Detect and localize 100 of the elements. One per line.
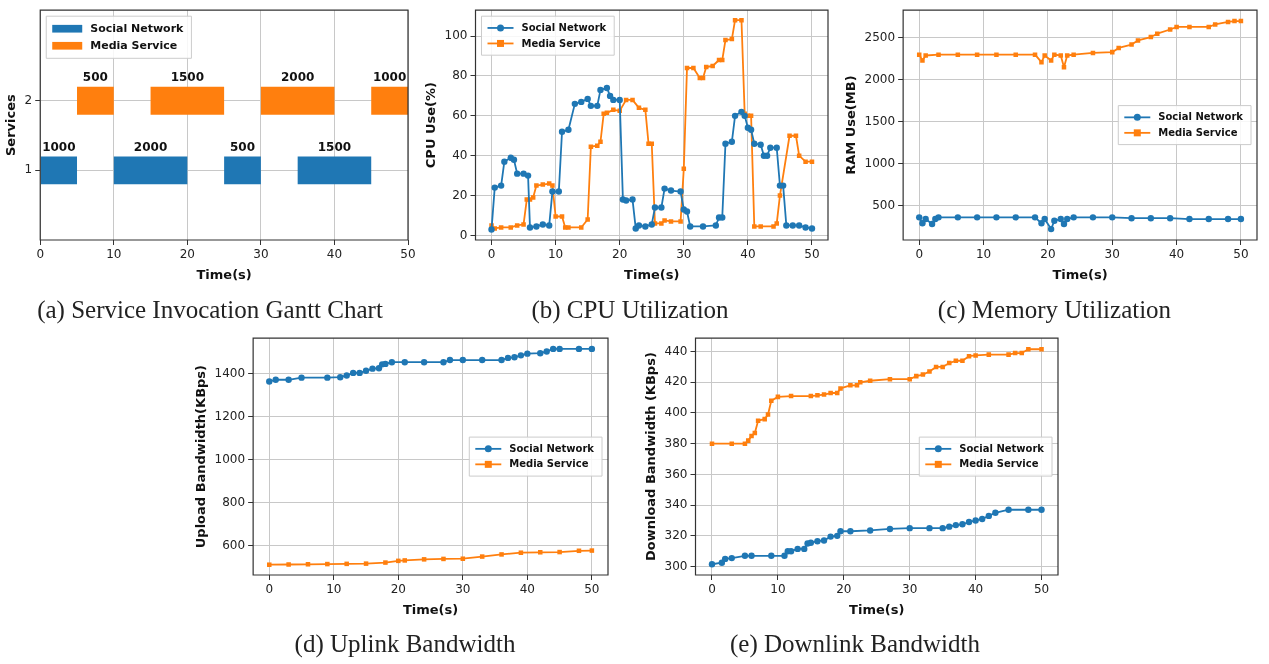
point xyxy=(1006,352,1011,357)
annotation: 1000 xyxy=(372,69,407,84)
point xyxy=(858,380,863,385)
point xyxy=(499,552,504,557)
point xyxy=(537,550,543,555)
annotation: 500 xyxy=(82,69,108,84)
point xyxy=(479,554,485,559)
legend-label: Media Service xyxy=(959,458,1039,470)
x-tick-label: 50 xyxy=(1033,582,1050,597)
point xyxy=(946,523,953,530)
point xyxy=(939,524,946,532)
x-tick-label: 50 xyxy=(400,247,416,262)
x-tick-label: 50 xyxy=(1233,247,1249,262)
point xyxy=(936,52,941,57)
point xyxy=(801,545,808,553)
point xyxy=(1166,214,1174,222)
point xyxy=(814,538,821,545)
point xyxy=(1064,215,1071,223)
point xyxy=(1057,215,1064,223)
point xyxy=(955,52,961,57)
point xyxy=(946,360,952,366)
x-tick-label: 10 xyxy=(106,247,122,262)
point xyxy=(1155,31,1160,36)
point xyxy=(886,525,894,533)
point xyxy=(815,393,820,398)
point xyxy=(1128,214,1135,222)
x-tick-label: 20 xyxy=(1040,247,1056,262)
point xyxy=(769,398,774,403)
x-tick-label: 0 xyxy=(915,247,924,262)
y-tick-label: 2000 xyxy=(864,71,896,86)
point xyxy=(940,364,945,370)
point xyxy=(965,518,973,526)
point xyxy=(828,390,833,396)
y-axis-title: RAM Use(MB) xyxy=(843,75,859,175)
legend-label: Social Network xyxy=(1158,111,1244,123)
x-tick-label: 10 xyxy=(326,582,342,597)
y-tick-label: 20 xyxy=(452,187,468,202)
point xyxy=(834,532,841,540)
point xyxy=(906,524,913,532)
point xyxy=(1205,215,1212,223)
point xyxy=(920,372,926,377)
x-tick-label: 30 xyxy=(253,247,269,262)
point xyxy=(511,354,518,361)
legend-label: Social Network xyxy=(90,22,185,36)
point xyxy=(396,558,401,564)
point xyxy=(973,214,981,221)
point xyxy=(974,52,980,57)
point xyxy=(827,533,834,540)
point xyxy=(916,214,923,221)
point xyxy=(952,521,960,529)
point xyxy=(402,558,408,563)
y-axis-title: Upload Bandwidth(KBps) xyxy=(193,364,209,549)
point xyxy=(926,524,933,532)
point xyxy=(272,376,279,383)
point xyxy=(1129,42,1134,47)
point xyxy=(762,416,767,422)
x-tick-label: 40 xyxy=(740,247,756,262)
point xyxy=(286,562,291,567)
x-tick-label: 30 xyxy=(902,582,918,597)
point xyxy=(1060,220,1068,228)
x-tick-label: 0 xyxy=(487,247,496,262)
y-tick-label: 340 xyxy=(664,497,688,512)
point xyxy=(1058,53,1064,58)
x-tick-label: 10 xyxy=(770,582,786,597)
point xyxy=(1071,52,1076,57)
point xyxy=(992,509,999,517)
y-tick-label: 2500 xyxy=(864,30,896,44)
point xyxy=(837,528,844,535)
text: (e) Downlink Bandwidth xyxy=(729,630,981,658)
point xyxy=(954,214,962,221)
point xyxy=(460,556,466,561)
x-tick-label: 40 xyxy=(326,247,343,262)
point xyxy=(708,561,716,568)
point xyxy=(549,345,557,353)
point xyxy=(1212,22,1218,27)
y-tick-label: 2 xyxy=(24,92,33,107)
y-tick-label: 380 xyxy=(664,435,688,450)
point xyxy=(305,562,311,567)
point xyxy=(922,215,929,223)
x-tick-label: 10 xyxy=(547,247,564,262)
point xyxy=(1013,52,1018,57)
point xyxy=(337,374,344,381)
point xyxy=(1032,52,1038,57)
point xyxy=(994,52,999,57)
point xyxy=(1070,214,1077,221)
y-tick-label: 420 xyxy=(664,374,688,389)
annotation: 1000 xyxy=(42,139,76,154)
x-axis-title: Time(s) xyxy=(1052,266,1108,282)
point xyxy=(1116,45,1121,51)
x-axis-title: Time(s) xyxy=(624,266,680,282)
x-axis-title: Time(s) xyxy=(849,601,905,617)
point xyxy=(781,552,788,559)
y-tick-label: 1 xyxy=(24,162,33,177)
point xyxy=(1167,27,1173,32)
point xyxy=(1186,215,1193,223)
point xyxy=(928,220,936,228)
y-tick-label: 440 xyxy=(664,343,688,358)
y-tick-label: 320 xyxy=(664,527,688,542)
x-tick-label: 0 xyxy=(265,582,274,597)
point xyxy=(420,359,428,366)
